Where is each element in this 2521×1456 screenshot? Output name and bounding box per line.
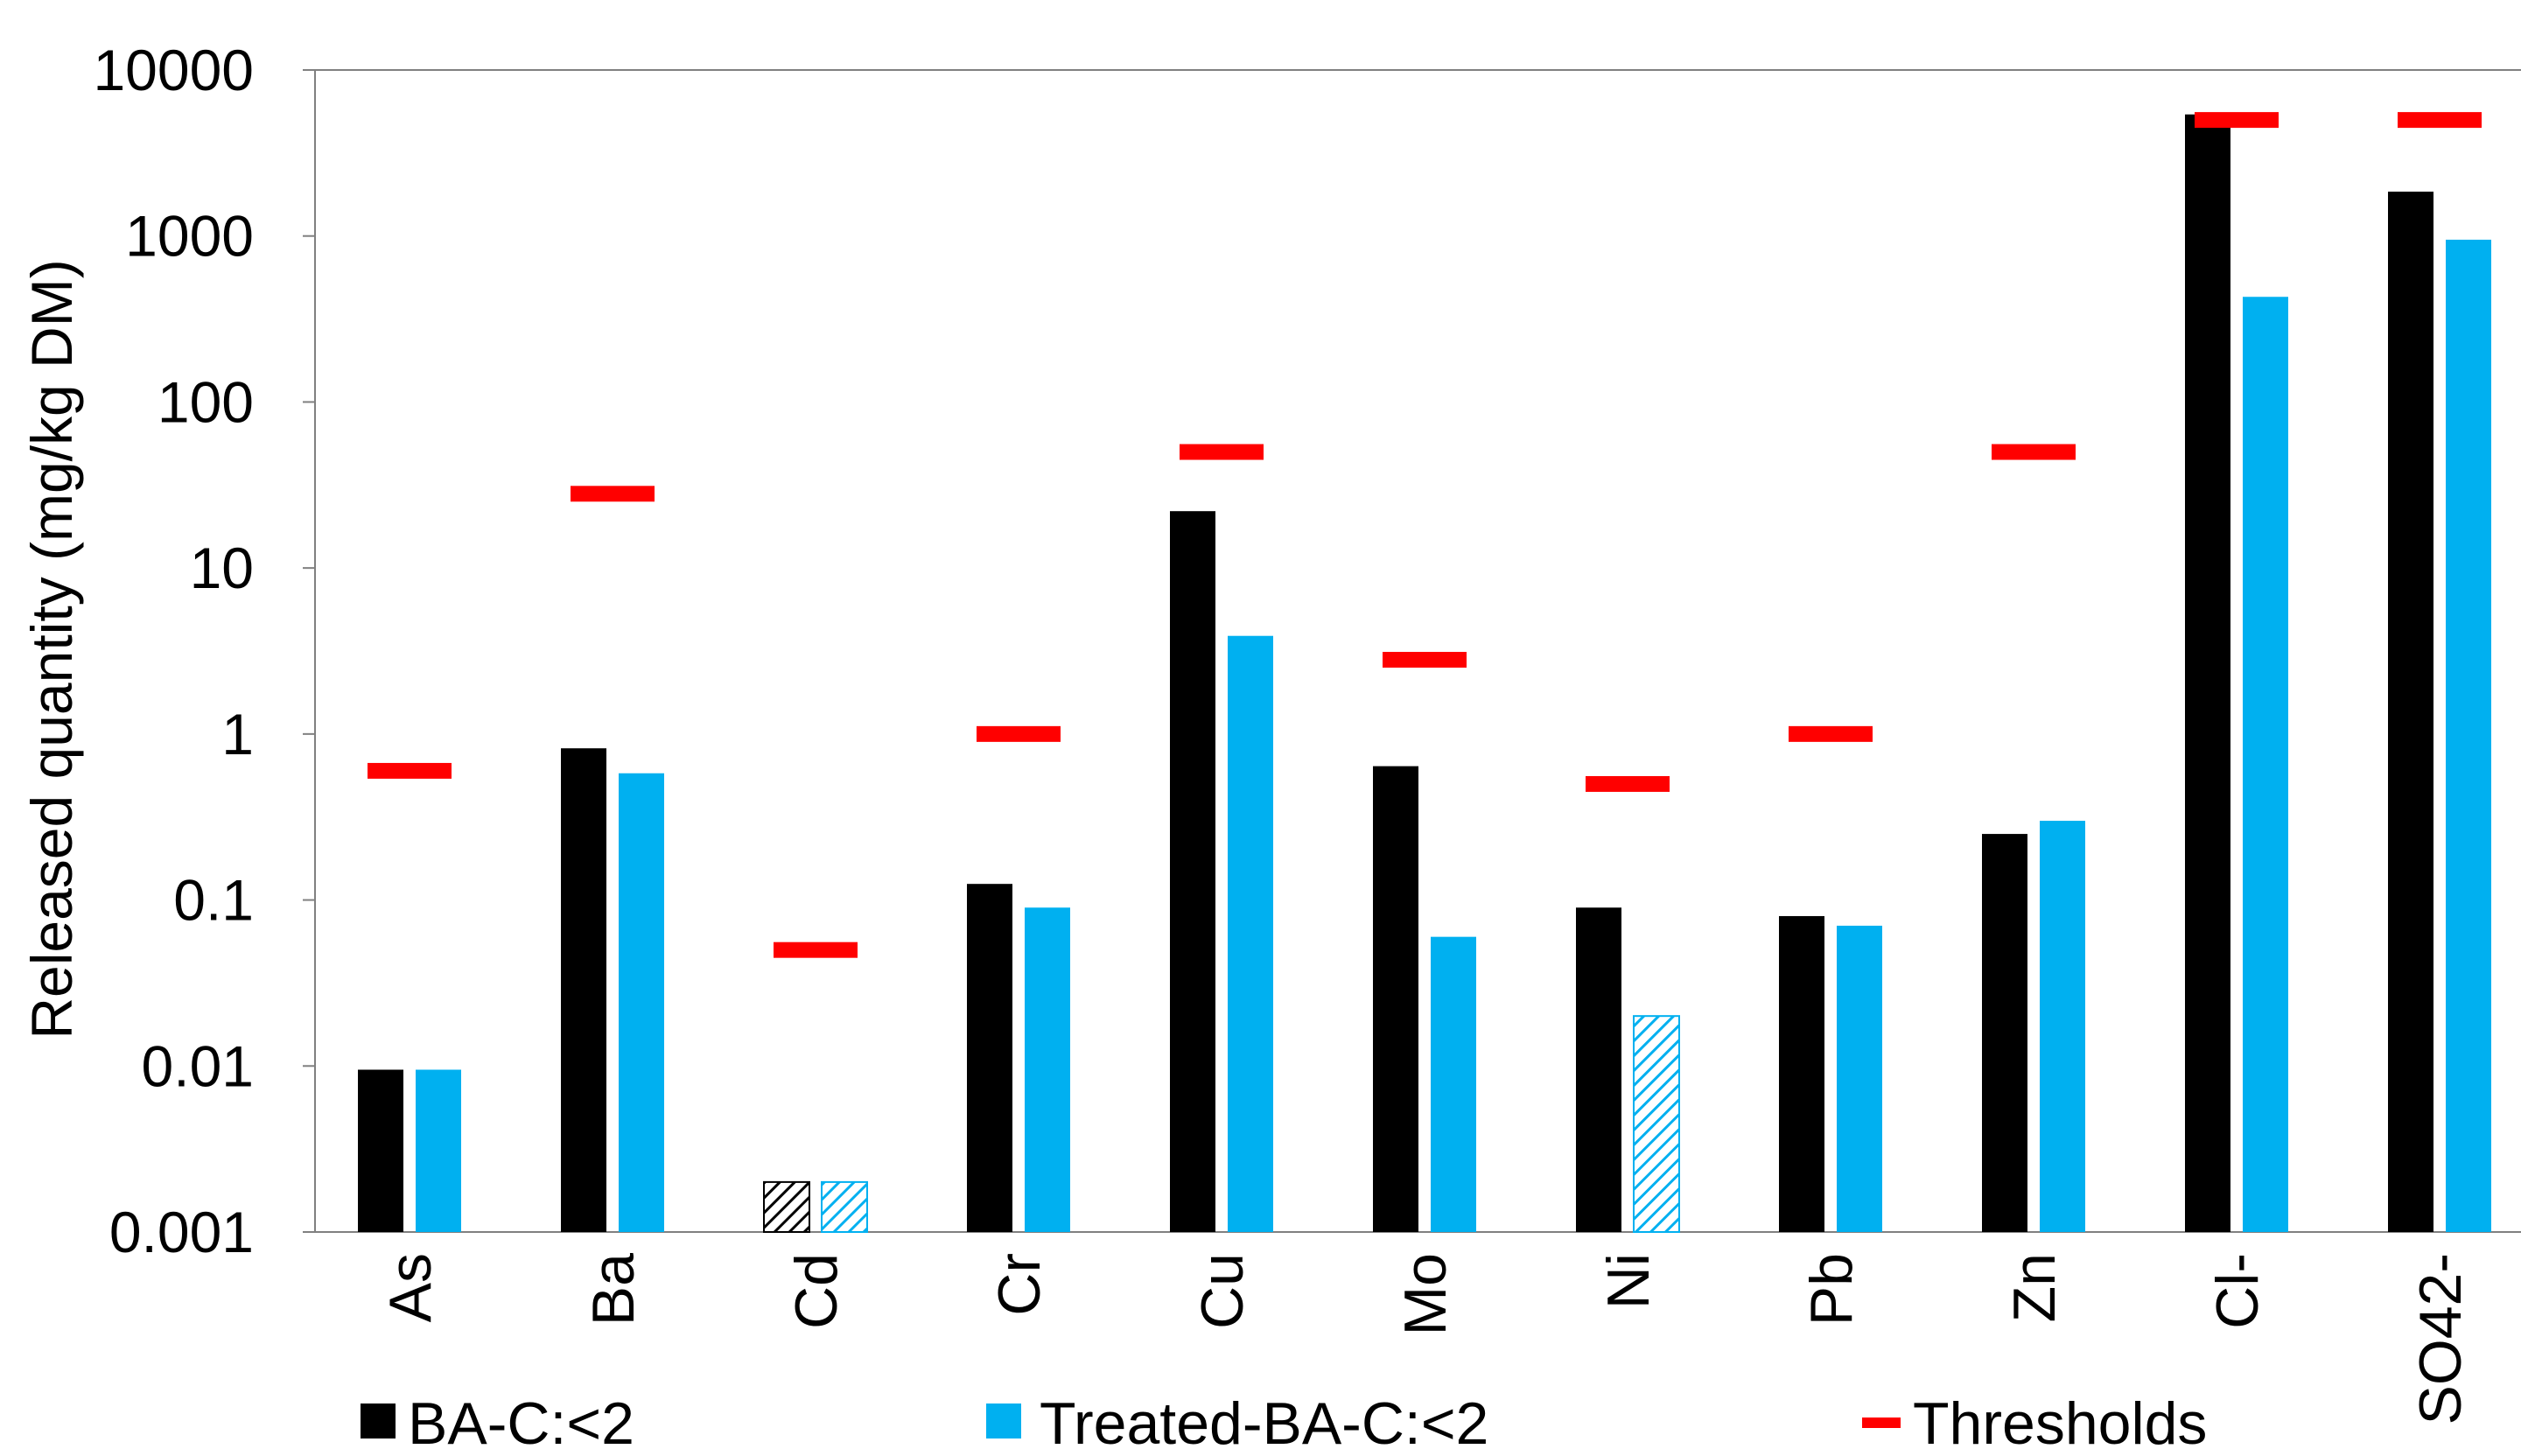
bar-treated-ba-c-cr — [1025, 907, 1070, 1232]
bar-treated-ba-c-ni — [1633, 1015, 1680, 1233]
x-tick-label: Mo — [1392, 1253, 1459, 1335]
legend: BA-C:<2 Treated-BA-C:<2 Thresholds — [361, 1390, 2207, 1456]
x-tick-label: Cr — [986, 1253, 1053, 1316]
threshold-marker-so42 — [2398, 112, 2482, 129]
plot-area — [314, 69, 2521, 1233]
bar-treated-ba-c-as — [416, 1069, 461, 1232]
bar-treated-ba-c-so42 — [2446, 239, 2491, 1232]
x-tick-label: Ba — [580, 1253, 647, 1326]
x-tick-label: Zn — [2001, 1253, 2068, 1322]
threshold-marker-cu — [1180, 444, 1264, 460]
threshold-marker-pb — [1789, 725, 1873, 742]
legend-label-ba-c: BA-C:<2 — [408, 1390, 634, 1456]
x-tick-label: Pb — [1798, 1253, 1865, 1326]
x-tick-label: Cl- — [2204, 1253, 2271, 1329]
bar-ba-c-cl — [2185, 114, 2230, 1233]
legend-label-treated-ba-c: Treated-BA-C:<2 — [1040, 1390, 1488, 1456]
y-tick-label: 0.001 — [109, 1200, 254, 1264]
x-tick-label: SO42- — [2407, 1253, 2474, 1425]
bar-treated-ba-c-cu — [1228, 635, 1273, 1232]
threshold-marker-as — [368, 762, 452, 779]
bar-treated-ba-c-cl — [2243, 297, 2288, 1233]
bar-treated-ba-c-cd — [821, 1180, 868, 1233]
legend-label-thresholds: Thresholds — [1913, 1390, 2207, 1456]
y-axis-ticks: 10000 1000 100 10 1 0.1 0.01 0.001 — [93, 38, 315, 1264]
bar-ba-c-cr — [967, 884, 1012, 1232]
y-tick-label: 100 — [158, 369, 254, 434]
threshold-marker-cr — [977, 725, 1061, 742]
bar-ba-c-cd — [763, 1180, 810, 1233]
bar-ba-c-zn — [1982, 834, 2027, 1232]
y-axis-label: Released quantity (mg/kg DM) — [19, 259, 84, 1039]
threshold-marker-zn — [1992, 444, 2076, 460]
threshold-marker-cl — [2195, 112, 2279, 129]
x-tick-label: Cu — [1189, 1253, 1256, 1329]
bar-treated-ba-c-ba — [619, 773, 664, 1232]
y-tick-label: 0.1 — [173, 868, 254, 933]
bar-treated-ba-c-mo — [1431, 936, 1476, 1232]
bar-ba-c-so42 — [2388, 192, 2433, 1233]
legend-swatch-ba-c — [361, 1404, 396, 1438]
threshold-marker-ni — [1586, 775, 1670, 792]
bar-ba-c-mo — [1373, 766, 1418, 1232]
x-axis-ticks: As Ba Cd Cr Cu Mo Ni Pb Zn Cl- SO42- — [377, 1253, 2474, 1425]
y-tick-label: 0.01 — [142, 1033, 254, 1098]
bar-treated-ba-c-pb — [1837, 925, 1882, 1232]
y-tick-label: 10000 — [93, 38, 254, 102]
legend-swatch-thresholds — [1862, 1418, 1901, 1428]
threshold-marker-ba — [571, 486, 655, 502]
bar-ba-c-pb — [1779, 915, 1824, 1232]
bar-ba-c-ba — [561, 748, 606, 1232]
x-tick-label: As — [377, 1253, 444, 1322]
bar-ba-c-as — [358, 1069, 403, 1232]
x-tick-label: Cd — [783, 1253, 850, 1329]
threshold-marker-cd — [774, 942, 858, 958]
y-tick-label: 1 — [221, 702, 254, 766]
legend-swatch-treated-ba-c — [986, 1404, 1021, 1438]
bar-ba-c-ni — [1576, 907, 1621, 1232]
bar-ba-c-cu — [1170, 511, 1215, 1232]
x-tick-label: Ni — [1595, 1253, 1662, 1309]
y-tick-label: 10 — [190, 536, 254, 600]
threshold-marker-mo — [1383, 652, 1467, 668]
bar-treated-ba-c-zn — [2040, 821, 2085, 1232]
y-tick-label: 1000 — [125, 204, 254, 269]
